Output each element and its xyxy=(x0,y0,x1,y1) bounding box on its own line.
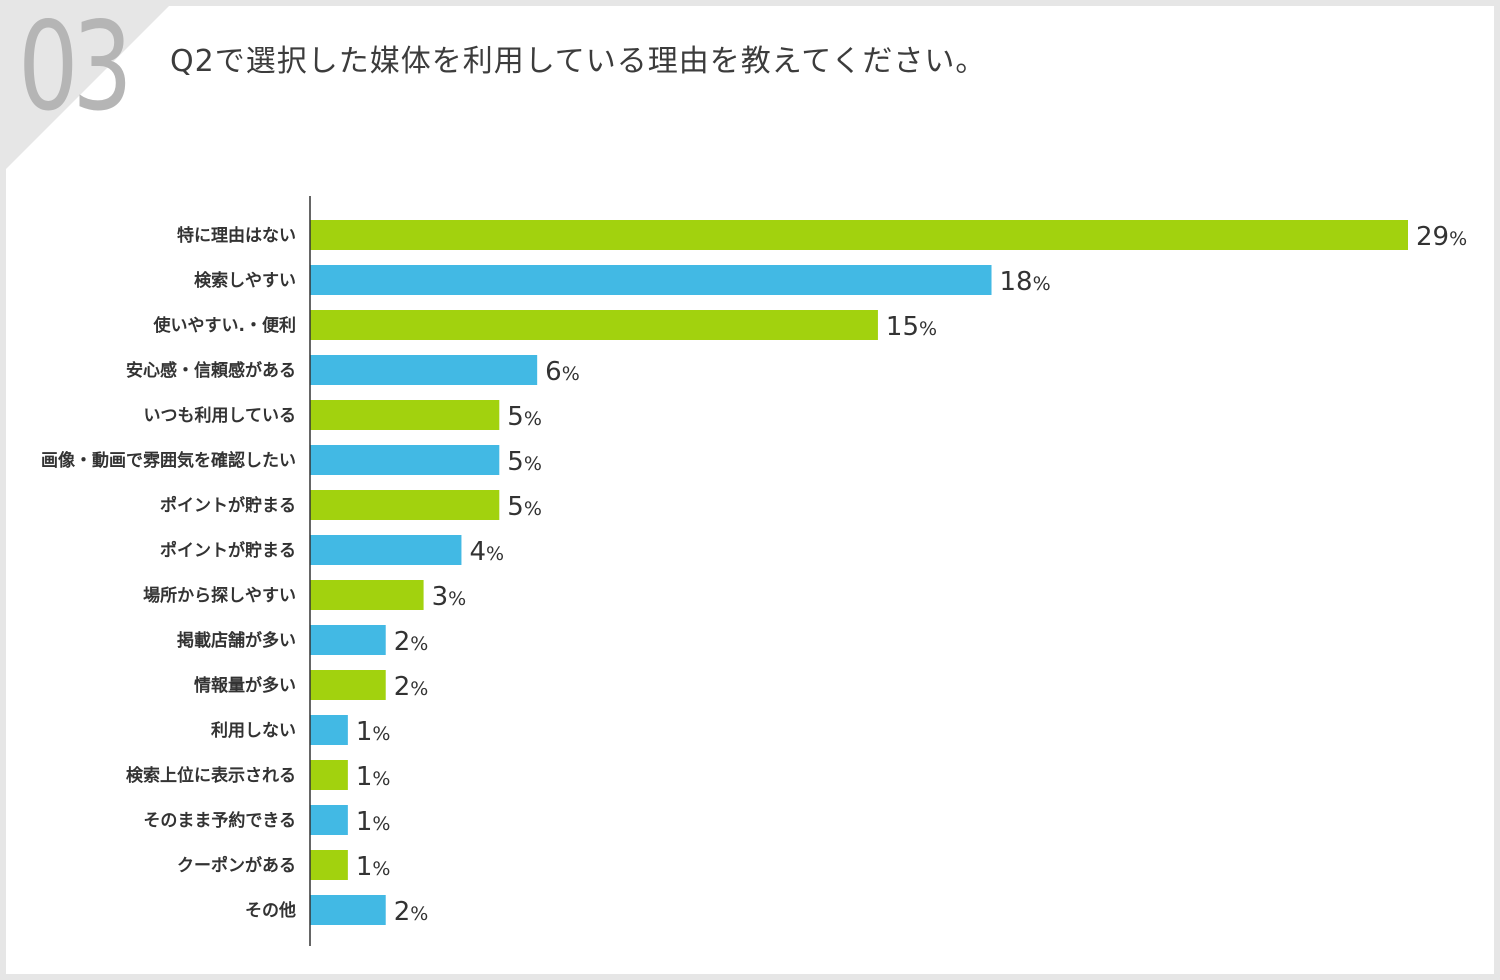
category-label: いつも利用している xyxy=(144,405,297,426)
bar xyxy=(310,760,348,790)
value-label: 1% xyxy=(356,852,391,882)
value-label: 5% xyxy=(507,447,542,477)
category-label: そのまま予約できる xyxy=(143,810,296,831)
category-label: 場所から探しやすい xyxy=(143,585,296,606)
value-label: 3% xyxy=(432,582,467,612)
bar xyxy=(310,715,348,745)
value-label: 2% xyxy=(394,627,429,657)
bar xyxy=(310,625,386,655)
category-label: 画像・動画で雰囲気を確認したい xyxy=(41,450,296,471)
bar xyxy=(310,805,348,835)
category-label: ポイントが貯まる xyxy=(160,495,296,516)
bar xyxy=(310,535,462,565)
bar xyxy=(310,580,424,610)
value-label: 5% xyxy=(507,492,542,522)
value-label: 1% xyxy=(356,762,391,792)
category-label: 利用しない xyxy=(211,720,296,741)
value-label: 15% xyxy=(886,312,937,342)
category-label: 特に理由はない xyxy=(177,225,296,246)
section-number: 03 xyxy=(18,0,133,138)
chart-panel xyxy=(6,6,1494,974)
value-label: 6% xyxy=(545,357,580,387)
value-label: 1% xyxy=(356,807,391,837)
bar xyxy=(310,355,538,385)
bar xyxy=(310,895,386,925)
value-label: 5% xyxy=(507,402,542,432)
value-label: 1% xyxy=(356,717,391,747)
value-label: 18% xyxy=(1000,267,1051,297)
value-label: 4% xyxy=(469,537,504,567)
bars-group xyxy=(310,220,1408,925)
question-title: Q2で選択した媒体を利用している理由を教えてください。 xyxy=(170,44,987,79)
category-label: 検索上位に表示される xyxy=(126,765,296,786)
value-labels-group: 29%18%15%6%5%5%5%4%3%2%2%1%1%1%1%2% xyxy=(356,222,1467,927)
bar xyxy=(310,220,1408,250)
category-label: クーポンがある xyxy=(177,855,296,876)
category-label: 安心感・信頼感がある xyxy=(126,360,296,381)
bar xyxy=(310,310,878,340)
bar xyxy=(310,445,500,475)
category-label: 掲載店舗が多い xyxy=(177,630,296,651)
category-label: 情報量が多い xyxy=(194,675,296,696)
value-label: 2% xyxy=(394,672,429,702)
bar xyxy=(310,400,500,430)
category-label: ポイントが貯まる xyxy=(160,540,296,561)
category-label: 検索しやすい xyxy=(194,270,296,291)
bar xyxy=(310,850,348,880)
bar xyxy=(310,265,992,295)
bar xyxy=(310,490,500,520)
value-label: 2% xyxy=(394,897,429,927)
value-label: 29% xyxy=(1416,222,1467,252)
category-labels-group: 特に理由はない検索しやすい使いやすい.・便利安心感・信頼感があるいつも利用してい… xyxy=(41,225,296,921)
category-label: 使いやすい.・便利 xyxy=(153,315,296,336)
bar xyxy=(310,670,386,700)
category-label: その他 xyxy=(245,900,296,921)
